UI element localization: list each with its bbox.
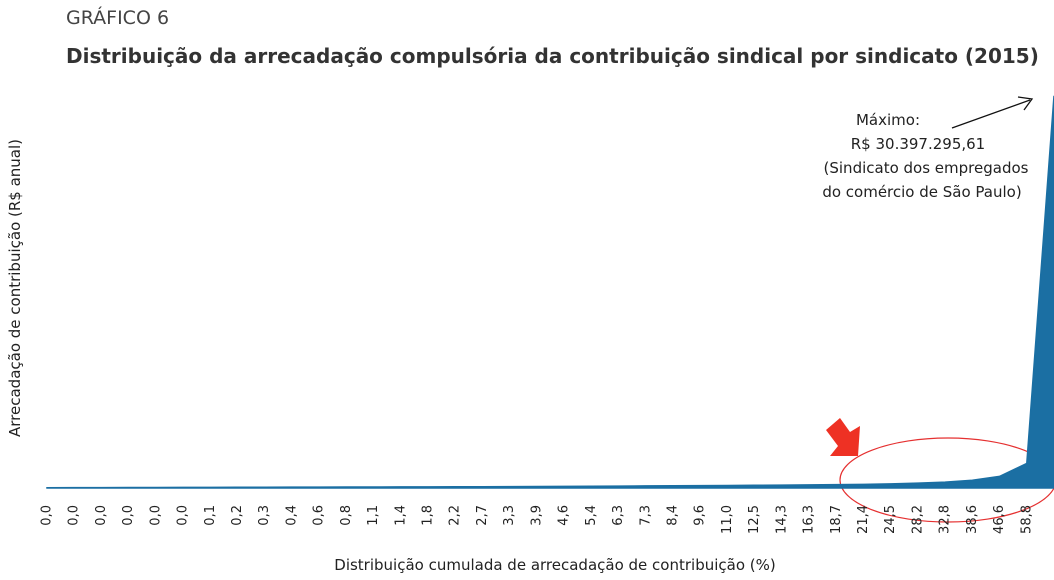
x-tick-label: 6,3 bbox=[611, 505, 626, 526]
x-tick-label: 0,6 bbox=[312, 505, 327, 526]
x-tick-label: 3,9 bbox=[529, 505, 544, 526]
x-tick-label: 32,8 bbox=[938, 505, 953, 534]
x-tick-label: 9,6 bbox=[693, 505, 708, 526]
x-tick-label: 1,4 bbox=[393, 505, 408, 526]
x-tick-label: 11,0 bbox=[720, 505, 735, 534]
x-tick-label: 58,8 bbox=[1019, 505, 1034, 534]
x-tick-label: 8,4 bbox=[665, 505, 680, 526]
x-tick-label: 0,8 bbox=[339, 505, 354, 526]
highlight-ellipse bbox=[839, 437, 1054, 523]
x-tick-label: 1,8 bbox=[421, 505, 436, 526]
x-tick-label: 2,7 bbox=[475, 505, 490, 526]
x-tick-label: 18,7 bbox=[829, 505, 844, 534]
x-tick-label: 0,2 bbox=[230, 505, 245, 526]
x-tick-label: 46,6 bbox=[992, 505, 1007, 534]
area bbox=[46, 95, 1054, 489]
x-tick-label: 16,3 bbox=[802, 505, 817, 534]
annotation-arrow bbox=[951, 99, 1031, 129]
highlight-arrow bbox=[826, 418, 860, 456]
x-tick-label: 0,0 bbox=[94, 505, 109, 526]
x-tick-label: 0,0 bbox=[121, 505, 136, 526]
x-tick-label: 5,4 bbox=[584, 505, 599, 526]
chart-title: Distribuição da arrecadação compulsória … bbox=[66, 44, 1039, 68]
x-tick-label: 12,5 bbox=[747, 505, 762, 534]
y-axis-label: Arrecadação de contribuição (R$ anual) bbox=[6, 139, 24, 437]
x-tick-label: 0,0 bbox=[40, 505, 55, 526]
x-tick-label: 24,5 bbox=[883, 505, 898, 534]
annotation: Máximo: R$ 30.397.295,61 (Sindicato dos em… bbox=[822, 111, 1028, 201]
x-tick-label: 4,6 bbox=[557, 505, 572, 526]
x-axis-label: Distribuição cumulada de arrecadação de … bbox=[334, 556, 775, 574]
x-tick-label: 14,3 bbox=[774, 505, 789, 534]
x-tick-label: 28,2 bbox=[910, 505, 925, 534]
x-tick-label: 7,3 bbox=[638, 505, 653, 526]
x-tick-label: 0,4 bbox=[284, 505, 299, 526]
annotation-line: do comércio de São Paulo) bbox=[822, 183, 1021, 201]
annotation-line: (Sindicato dos empregados bbox=[824, 159, 1029, 177]
x-tick-label: 0,0 bbox=[176, 505, 191, 526]
annotation-line: R$ 30.397.295,61 bbox=[851, 135, 985, 153]
x-tick-label: 3,3 bbox=[502, 505, 517, 526]
x-tick-label: 0,3 bbox=[257, 505, 272, 526]
x-tick-label: 2,2 bbox=[448, 505, 463, 526]
x-tick-label: 0,1 bbox=[203, 505, 218, 526]
x-tick-label: 38,6 bbox=[965, 505, 980, 534]
x-tick-label: 1,1 bbox=[366, 505, 381, 526]
annotation-arrow-head bbox=[1017, 96, 1034, 111]
chart-label: GRÁFICO 6 bbox=[66, 6, 169, 29]
x-tick-label: 0,0 bbox=[67, 505, 82, 526]
x-tick-label: 0,0 bbox=[148, 505, 163, 526]
x-tick-label: 21,4 bbox=[856, 505, 871, 534]
annotation-line: Máximo: bbox=[856, 111, 920, 129]
